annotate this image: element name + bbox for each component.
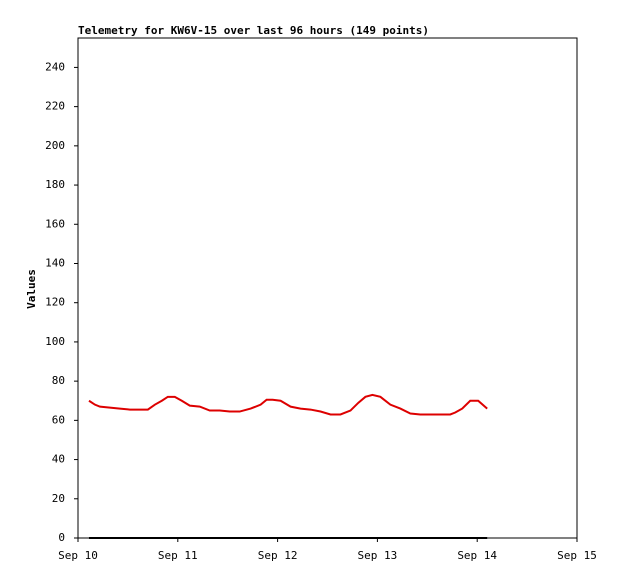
y-tick-label: 220 bbox=[45, 100, 65, 113]
y-tick-label: 80 bbox=[52, 374, 65, 387]
chart-title: Telemetry for KW6V-15 over last 96 hours… bbox=[78, 24, 429, 37]
x-tick-label: Sep 11 bbox=[158, 549, 198, 562]
y-tick-label: 240 bbox=[45, 60, 65, 73]
y-tick-label: 20 bbox=[52, 492, 65, 505]
x-tick-label: Sep 15 bbox=[557, 549, 597, 562]
y-tick-label: 140 bbox=[45, 256, 65, 269]
y-tick-label: 200 bbox=[45, 139, 65, 152]
y-tick-label: 40 bbox=[52, 453, 65, 466]
x-tick-label: Sep 12 bbox=[258, 549, 298, 562]
x-tick-label: Sep 10 bbox=[58, 549, 98, 562]
y-tick-label: 100 bbox=[45, 335, 65, 348]
y-tick-label: 160 bbox=[45, 217, 65, 230]
y-tick-label: 0 bbox=[58, 531, 65, 544]
data-line bbox=[88, 393, 488, 416]
y-axis-label: Values bbox=[25, 269, 38, 309]
plot-frame bbox=[77, 37, 578, 539]
x-tick-label: Sep 14 bbox=[457, 549, 497, 562]
y-tick-label: 60 bbox=[52, 413, 65, 426]
x-tick-label: Sep 13 bbox=[358, 549, 398, 562]
y-tick-label: 180 bbox=[45, 178, 65, 191]
y-tick-label: 120 bbox=[45, 296, 65, 309]
